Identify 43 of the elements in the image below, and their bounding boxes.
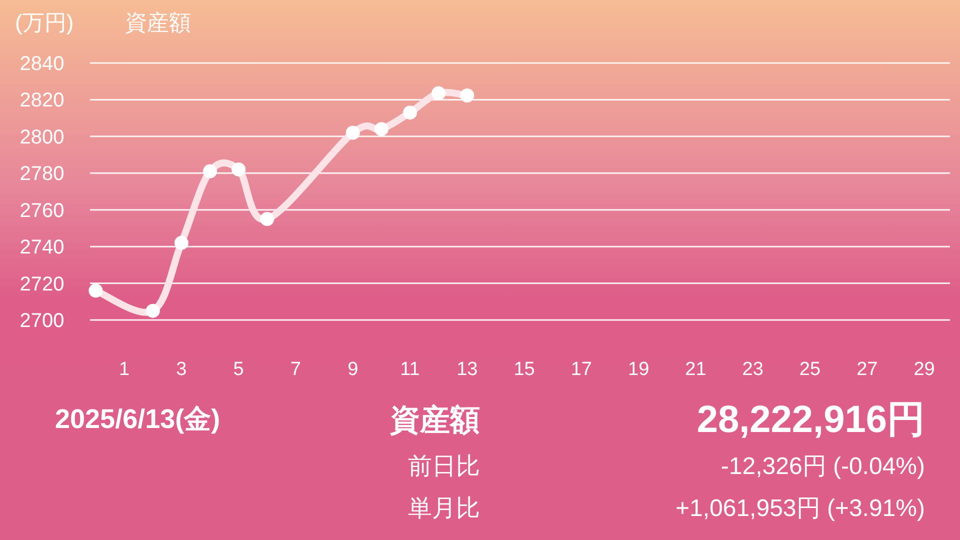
x-tick-label: 23 — [742, 359, 764, 380]
point — [432, 86, 446, 100]
text: 単月比 — [408, 495, 480, 522]
text: 前日比 — [408, 453, 480, 480]
point — [88, 284, 103, 298]
x-tick-label: 15 — [514, 359, 535, 380]
x-tick-label: 11 — [400, 359, 420, 380]
y-tick-label: 2800 — [20, 126, 64, 148]
y-tick-label: 2780 — [20, 163, 64, 186]
chart-title: 資産額 — [125, 10, 191, 35]
x-tick-label: 19 — [628, 359, 650, 380]
text: 資産額 — [389, 403, 480, 437]
y-tick-label: 2740 — [20, 236, 64, 259]
text: 28,222,916円 — [696, 399, 925, 441]
point — [403, 106, 417, 120]
point — [174, 236, 188, 250]
y-tick-label: 2760 — [20, 200, 64, 222]
point — [146, 304, 160, 318]
y-tick-label: 2720 — [20, 273, 64, 296]
point — [346, 126, 360, 140]
text: -12,326円 (-0.04%) — [720, 453, 925, 480]
x-tick-label: 7 — [290, 359, 302, 380]
y-tick-label: 2820 — [20, 90, 64, 112]
x-tick-label: 27 — [856, 359, 878, 380]
x-tick-label: 29 — [914, 359, 935, 380]
x-tick-label: 9 — [348, 359, 358, 380]
x-tick-label: 1 — [118, 359, 130, 380]
x-tick-label: 3 — [176, 359, 187, 380]
x-tick-label: 25 — [799, 359, 821, 380]
point — [374, 122, 388, 136]
point — [232, 162, 246, 176]
y-tick-label: 2840 — [20, 53, 64, 75]
y-axis-title: (万円) — [15, 10, 74, 35]
point — [260, 212, 274, 226]
y-tick-label: 2700 — [20, 310, 64, 332]
x-tick-label: 5 — [233, 359, 244, 380]
point — [203, 164, 217, 178]
text: +1,061,953円 (+3.91%) — [675, 495, 925, 522]
point — [460, 88, 474, 102]
x-tick-label: 13 — [456, 359, 478, 380]
x-tick-label: 17 — [570, 359, 592, 380]
x-tick-label: 21 — [685, 359, 706, 380]
text: 2025/6/13(金) — [55, 404, 220, 434]
